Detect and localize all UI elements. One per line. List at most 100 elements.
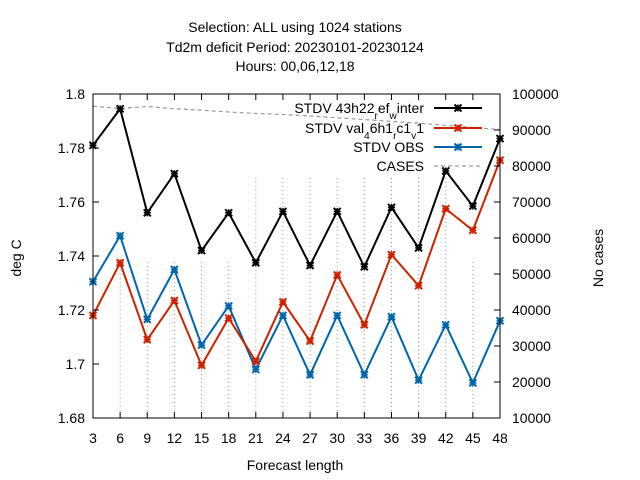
y2-tick-label: 90000 — [512, 122, 551, 138]
series-point-0 — [115, 104, 125, 114]
series-point-2 — [441, 320, 450, 330]
series-point-0 — [197, 246, 206, 255]
legend-label-obs: STDV OBS — [353, 139, 424, 155]
y-axis-ticks: 1.68 1.7 1.72 1.74 1.76 1.78 1.8 — [58, 86, 99, 426]
x-tick-label: 48 — [492, 430, 508, 446]
series-point-2 — [305, 370, 315, 380]
legend: STDV 43h22refwinter STDV val46h1rc1v1 ST… — [294, 100, 482, 174]
y2-tick-label: 20000 — [512, 374, 551, 390]
x-tick-label: 12 — [167, 430, 183, 446]
y-tick-label: 1.74 — [58, 248, 85, 264]
x-tick-label: 15 — [194, 430, 210, 446]
x-tick-label: 36 — [384, 430, 400, 446]
y2-tick-label: 80000 — [512, 158, 551, 174]
series-point-0 — [387, 203, 396, 212]
series-point-1 — [278, 297, 288, 307]
y-tick-label: 1.8 — [66, 86, 86, 102]
legend-label-val: STDV val46h1rc1v1 — [305, 120, 424, 142]
y2-tick-label: 60000 — [512, 230, 551, 246]
series-point-0 — [305, 261, 315, 270]
series-point-0 — [278, 207, 288, 216]
x-tick-label: 24 — [275, 430, 291, 446]
series-point-2 — [414, 375, 423, 385]
plot-frame — [92, 93, 501, 419]
series-point-1 — [143, 335, 152, 344]
series-point-2 — [170, 265, 179, 274]
series-point-2 — [143, 315, 152, 324]
y-axis-label: deg C — [8, 239, 24, 276]
series-point-1 — [468, 226, 478, 235]
series-line-1 — [92, 159, 501, 368]
y2-tick-label: 70000 — [512, 194, 551, 210]
series-point-2 — [332, 311, 342, 320]
series-point-1 — [360, 320, 369, 330]
y2-tick-label: 30000 — [512, 338, 551, 354]
series-point-1 — [224, 313, 233, 323]
series-point-0 — [441, 166, 450, 176]
x-tick-label: 3 — [89, 430, 97, 446]
x-tick-label: 39 — [411, 430, 427, 446]
series-point-2 — [387, 312, 396, 321]
series-point-1 — [170, 296, 179, 305]
x-tick-label: 45 — [465, 430, 481, 446]
series-point-1 — [305, 336, 315, 346]
x-tick-label: 18 — [221, 430, 237, 446]
y-tick-label: 1.68 — [58, 410, 85, 426]
legend-label-ref: STDV 43h22refwinter — [294, 100, 424, 122]
series-line-3 — [92, 105, 501, 131]
series-point-2 — [115, 231, 125, 240]
y-tick-label: 1.72 — [58, 302, 85, 318]
x-tick-label: 42 — [438, 430, 454, 446]
series-point-2 — [360, 370, 369, 380]
x-axis-label: Forecast length — [247, 457, 344, 473]
legend-label-cases: CASES — [377, 158, 424, 174]
series-point-0 — [360, 262, 369, 272]
series-point-2 — [224, 301, 233, 311]
title-line-3: Hours: 00,06,12,18 — [235, 58, 354, 74]
series-line-2 — [92, 233, 501, 386]
grid-lines — [119, 178, 474, 418]
y-tick-label: 1.7 — [66, 356, 86, 372]
x-tick-label: 21 — [248, 430, 264, 446]
series-line-0 — [92, 106, 501, 270]
x-axis-ticks: 3 6 9 12 15 18 21 24 27 30 33 36 39 42 45 48 — [89, 94, 508, 446]
y-tick-label: 1.78 — [58, 140, 85, 156]
series-point-0 — [468, 201, 478, 211]
y2-tick-label: 100000 — [512, 86, 559, 102]
series-point-1 — [251, 357, 261, 366]
x-tick-label: 9 — [143, 430, 151, 446]
series-point-1 — [414, 281, 423, 290]
series-point-1 — [332, 270, 342, 280]
x-tick-label: 33 — [357, 430, 373, 446]
legend-samples — [434, 103, 482, 167]
legend-sample-marker — [453, 123, 463, 133]
x-tick-label: 6 — [116, 430, 124, 446]
legend-sample-marker — [453, 142, 463, 152]
title-line-1: Selection: ALL using 1024 stations — [188, 19, 402, 35]
x-tick-label: 27 — [302, 430, 318, 446]
y2-tick-label: 10000 — [512, 410, 551, 426]
series-point-0 — [143, 208, 152, 218]
y2-tick-label: 40000 — [512, 302, 551, 318]
series-point-2 — [468, 378, 478, 388]
title-line-2: Td2m deficit Period: 20230101-20230124 — [166, 39, 424, 55]
x-tick-label: 30 — [329, 430, 345, 446]
series-point-1 — [387, 250, 396, 259]
y2-tick-label: 50000 — [512, 266, 551, 282]
y-tick-label: 1.76 — [58, 194, 85, 210]
series-point-2 — [251, 365, 261, 374]
series-point-1 — [115, 258, 125, 267]
legend-sample-marker — [453, 103, 463, 113]
series-point-1 — [441, 204, 450, 213]
series-point-0 — [414, 243, 423, 253]
series-point-1 — [197, 361, 206, 370]
series-point-0 — [251, 258, 261, 267]
series-point-0 — [224, 208, 233, 218]
series-point-2 — [278, 311, 288, 320]
series-point-2 — [197, 340, 206, 350]
series-point-0 — [170, 169, 179, 178]
y2-axis-label: No cases — [590, 229, 606, 287]
y2-axis-ticks: 10000 20000 30000 40000 50000 60000 70000 80000… — [494, 86, 559, 426]
series-point-0 — [332, 207, 342, 216]
